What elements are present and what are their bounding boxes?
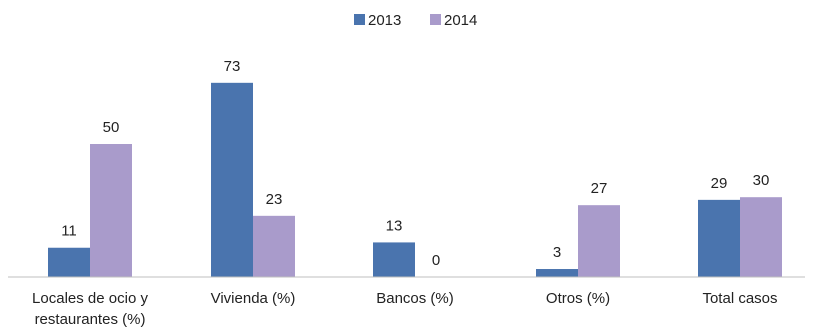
legend-swatch-2013 bbox=[354, 14, 365, 25]
legend-label-2014: 2014 bbox=[444, 12, 477, 29]
category-label-line: Total casos bbox=[702, 290, 777, 307]
bar-2013-3 bbox=[536, 269, 578, 277]
legend-label-2013: 2013 bbox=[368, 12, 401, 29]
bar-2014-0 bbox=[90, 144, 132, 277]
data-labels-group: 11 50 73 23 13 0 3 27 29 30 bbox=[61, 58, 769, 269]
category-labels-group: Locales de ocio y restaurantes (%) Viviend… bbox=[32, 290, 777, 328]
data-label-2013-0: 11 bbox=[61, 223, 77, 240]
bar-2013-0 bbox=[48, 247, 90, 277]
bar-2014-4 bbox=[740, 197, 782, 277]
bar-2013-1 bbox=[211, 82, 253, 277]
data-label-2014-1: 23 bbox=[266, 191, 283, 208]
category-label-line: Otros (%) bbox=[546, 290, 610, 307]
legend: 2013 2014 bbox=[354, 12, 477, 29]
category-label-line: Bancos (%) bbox=[376, 290, 454, 307]
bar-2013-2 bbox=[373, 242, 415, 277]
data-label-2014-2: 0 bbox=[432, 252, 440, 269]
category-label-4: Total casos bbox=[702, 290, 777, 307]
category-label-0: Locales de ocio y restaurantes (%) bbox=[32, 290, 148, 328]
category-label-line: Vivienda (%) bbox=[211, 290, 296, 307]
category-label-line: Locales de ocio y bbox=[32, 290, 148, 307]
category-label-3: Otros (%) bbox=[546, 290, 610, 307]
data-label-2013-2: 13 bbox=[386, 217, 403, 234]
data-label-2013-3: 3 bbox=[553, 244, 561, 261]
bar-2014-1 bbox=[253, 215, 295, 277]
category-label-2: Bancos (%) bbox=[376, 290, 454, 307]
bar-2014-3 bbox=[578, 205, 620, 277]
data-label-2014-4: 30 bbox=[753, 172, 770, 189]
data-label-2014-3: 27 bbox=[591, 180, 608, 197]
bars-group bbox=[48, 82, 782, 277]
data-label-2014-0: 50 bbox=[103, 119, 120, 136]
category-label-1: Vivienda (%) bbox=[211, 290, 296, 307]
data-label-2013-1: 73 bbox=[224, 58, 241, 75]
bar-2013-4 bbox=[698, 199, 740, 277]
data-label-2013-4: 29 bbox=[711, 175, 728, 192]
category-label-line: restaurantes (%) bbox=[35, 311, 146, 328]
legend-swatch-2014 bbox=[430, 14, 441, 25]
